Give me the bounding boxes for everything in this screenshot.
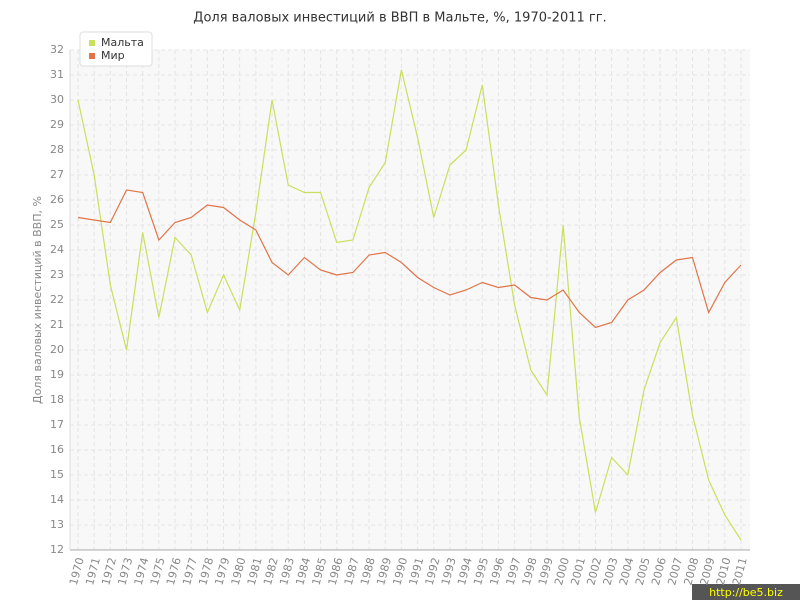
y-tick-label: 29 [50,118,64,131]
watermark-bg [692,584,800,600]
y-axis-label: Доля валовых инвестиций в ВВП, % [31,196,44,404]
y-tick-label: 20 [50,343,64,356]
y-tick-label: 22 [50,293,64,306]
legend-box [79,31,153,67]
legend-swatch [89,40,95,46]
y-tick-label: 12 [50,543,64,556]
y-tick-label: 21 [50,318,64,331]
y-tick-label: 19 [50,368,64,381]
y-tick-label: 24 [50,243,64,256]
lines [77,69,742,541]
legend-label: Мальта [101,36,144,49]
y-tick-label: 27 [50,168,64,181]
y-tick-label: 25 [50,218,64,231]
y-tick-label: 14 [50,493,64,506]
chart-title: Доля валовых инвестиций в ВВП в Мальте, … [193,11,606,26]
grid [70,49,750,551]
y-tick-label: 28 [50,143,64,156]
legend-label: Мир [101,49,125,62]
series-line [77,69,742,541]
y-tick-label: 17 [50,418,64,431]
y-tick-label: 30 [50,93,64,106]
y-tick-label: 13 [50,518,64,531]
y-tick-label: 26 [50,193,64,206]
y-tick-label: 32 [50,43,64,56]
series-line [77,189,742,329]
y-tick-label: 31 [50,68,64,81]
legend-swatch [89,53,95,59]
y-tick-label: 16 [50,443,64,456]
y-tick-label: 15 [50,468,64,481]
y-tick-label: 18 [50,393,64,406]
y-tick-label: 23 [50,268,64,281]
watermark: http://be5.biz [709,586,783,599]
